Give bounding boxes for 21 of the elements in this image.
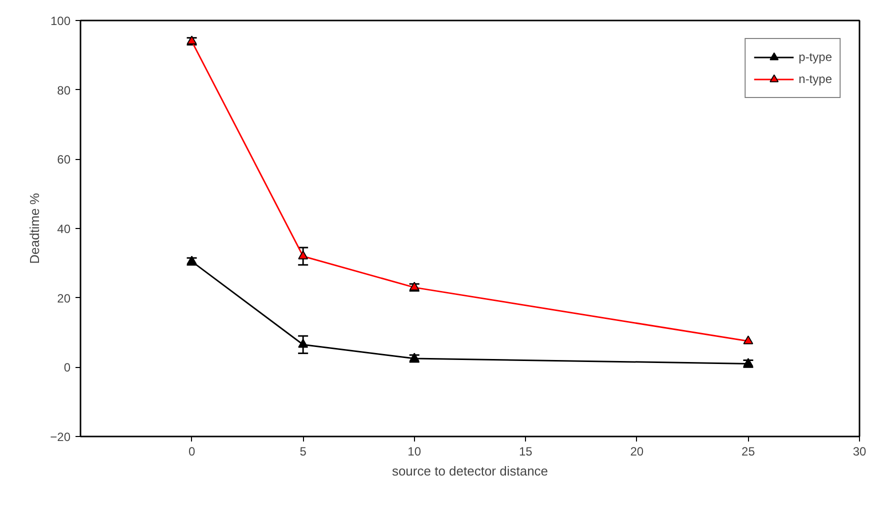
y-tick-label: −20 [50,430,71,444]
x-tick-label: 30 [852,444,866,458]
legend-label: n-type [798,72,832,86]
x-axis-title: source to detector distance [392,464,548,478]
y-tick-label: 40 [57,222,71,236]
legend-label: p-type [798,50,832,64]
x-tick-label: 15 [518,444,533,458]
y-tick-label: 100 [50,14,71,28]
point [743,335,754,344]
point [298,250,308,260]
x-tick-label: 20 [630,444,644,458]
y-tick-label: 20 [57,291,71,306]
y-axis-title: Deadtime % [27,192,42,264]
x-tick-label: 10 [408,444,422,458]
x-tick-label: 25 [742,444,756,458]
x-tick-label: 0 [188,444,196,458]
point [298,338,308,348]
y-tick-label: 60 [57,152,71,167]
x-tick-label: 5 [300,444,307,458]
y-tick-label: 80 [57,83,71,98]
y-tick-label: 0 [64,360,71,375]
